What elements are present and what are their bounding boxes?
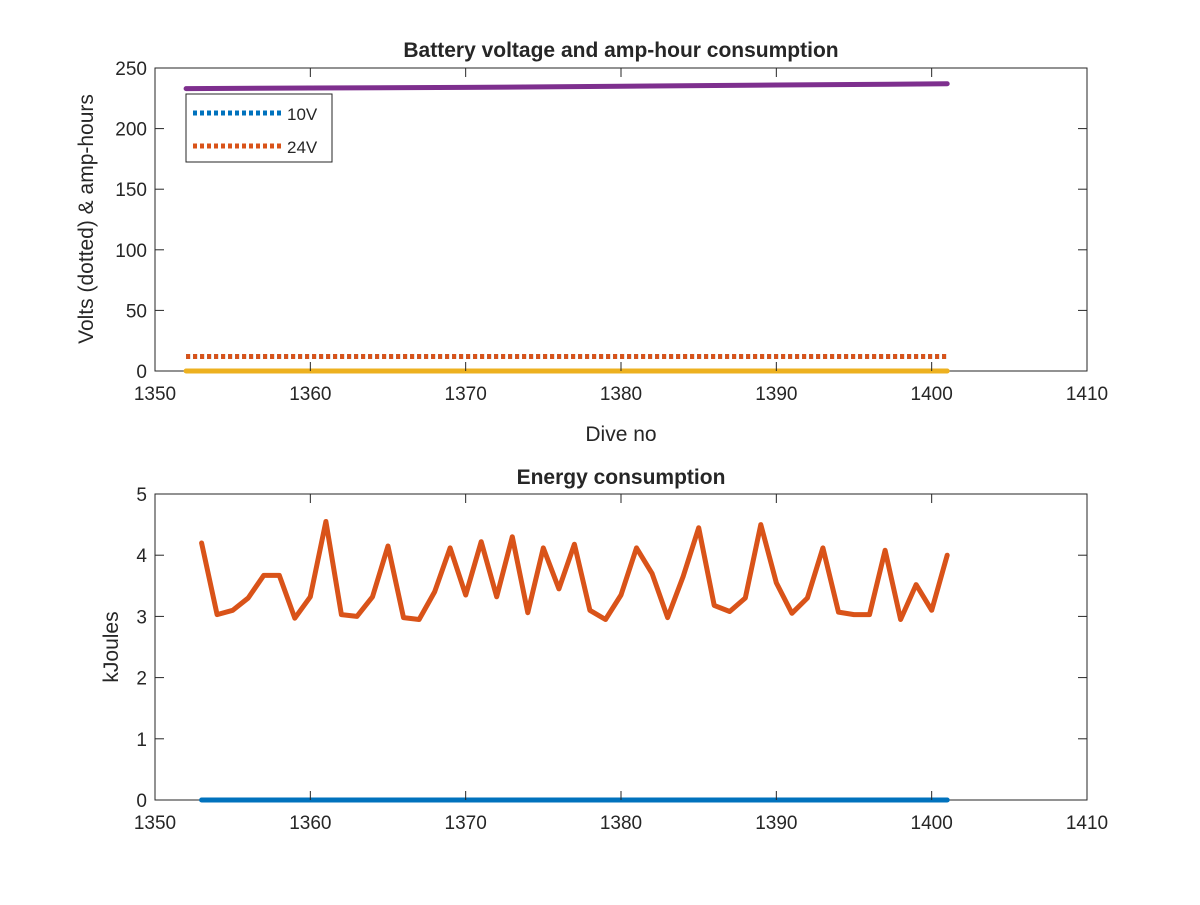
- energy-plot-ytick-label: 1: [136, 730, 147, 751]
- voltage-plot-legend: 10V 24V: [185, 93, 333, 163]
- energy-plot-axes-box: [154, 493, 1088, 801]
- voltage-plot-series-line-2: [183, 81, 950, 92]
- voltage-plot-series: [183, 81, 950, 374]
- energy-plot-xtick-label: 1400: [911, 813, 953, 834]
- voltage-plot-ytick-label: 100: [115, 241, 147, 262]
- voltage-plot: 1350 1360 1370 1380 1390 1400 1410 0 50 100 150 200…: [75, 39, 1108, 446]
- voltage-plot-ytick-label: 50: [126, 301, 147, 322]
- energy-plot-xtick-label: 1410: [1066, 813, 1108, 834]
- energy-plot-xtick-label: 1370: [445, 813, 487, 834]
- energy-plot-xtick-label: 1380: [600, 813, 642, 834]
- legend-24v-label: 24V: [287, 138, 318, 157]
- energy-plot-ytick-label: 5: [136, 485, 147, 506]
- voltage-plot-ticks: 1350 1360 1370 1380 1390 1400 1410 0 50 100 150 200…: [115, 59, 1108, 405]
- energy-plot-xtick-label: 1350: [134, 813, 176, 834]
- energy-plot-ytick-label: 3: [136, 607, 147, 628]
- voltage-plot-ytick-label: 0: [136, 362, 147, 383]
- voltage-plot-xtick-label: 1410: [1066, 384, 1108, 405]
- voltage-plot-xtick-label: 1360: [289, 384, 331, 405]
- energy-plot-ylabel: kJoules: [100, 611, 123, 682]
- energy-plot-series: [199, 519, 950, 803]
- voltage-plot-xtick-label: 1370: [445, 384, 487, 405]
- legend-box: [185, 93, 333, 163]
- energy-plot-xtick-label: 1360: [289, 813, 331, 834]
- voltage-plot-xlabel: Dive no: [585, 423, 656, 446]
- voltage-plot-ytick-label: 150: [115, 180, 147, 201]
- energy-plot-series-line-1: [199, 519, 950, 622]
- energy-plot-ticks: 1350 1360 1370 1380 1390 1400 1410 0 1 2 3 4 5: [134, 485, 1108, 834]
- voltage-plot-xtick-label: 1350: [134, 384, 176, 405]
- legend-10v-label: 10V: [287, 105, 318, 124]
- voltage-plot-title: Battery voltage and amp-hour consumption: [403, 39, 838, 62]
- energy-plot-ytick-label: 4: [136, 546, 147, 567]
- voltage-plot-xtick-label: 1390: [755, 384, 797, 405]
- voltage-plot-ylabel: Volts (dotted) & amp-hours: [75, 94, 98, 344]
- energy-plot-xtick-label: 1390: [755, 813, 797, 834]
- voltage-plot-xtick-label: 1400: [911, 384, 953, 405]
- voltage-plot-ytick-label: 250: [115, 59, 147, 80]
- voltage-plot-ytick-label: 200: [115, 120, 147, 141]
- energy-plot: 1350 1360 1370 1380 1390 1400 1410 0 1 2 3 4 5 Energ…: [100, 466, 1108, 834]
- energy-plot-title: Energy consumption: [517, 466, 726, 489]
- voltage-plot-xtick-label: 1380: [600, 384, 642, 405]
- energy-plot-ytick-label: 0: [136, 791, 147, 812]
- energy-plot-ytick-label: 2: [136, 669, 147, 690]
